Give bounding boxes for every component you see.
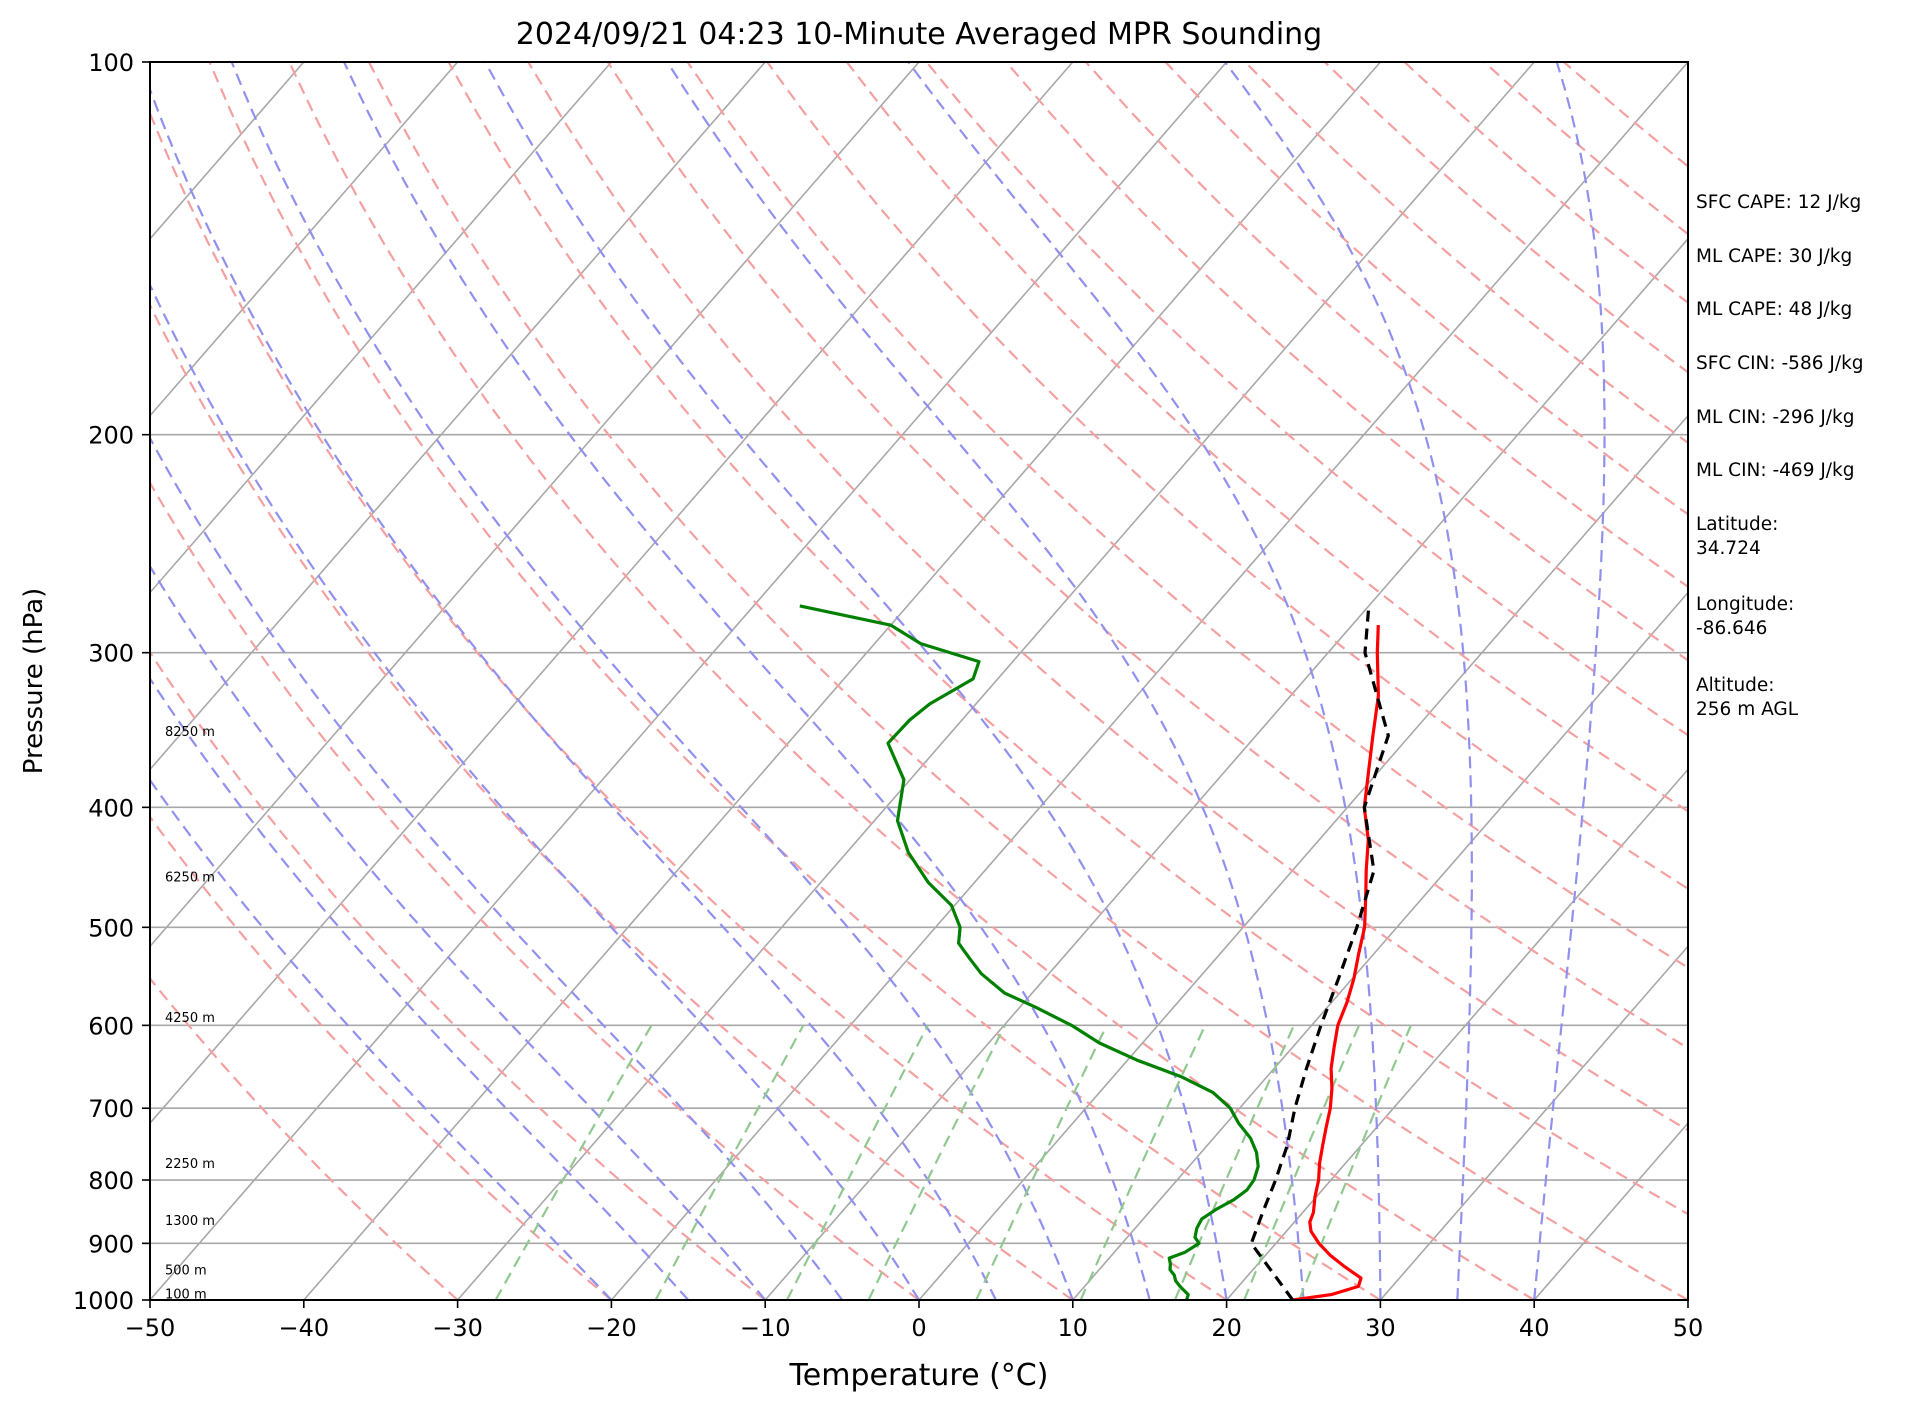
y-tick-label: 500 — [88, 914, 134, 942]
sfc-cin-text: SFC CIN: -586 J/kg — [1696, 353, 1864, 374]
x-tick-label: −20 — [586, 1314, 637, 1342]
isotherm-line — [150, 62, 766, 771]
dry-adiabat-line — [150, 302, 1074, 1300]
dewpoint-line — [799, 604, 1260, 1300]
moist-adiabat-line — [150, 778, 613, 1300]
isotherm-line — [150, 62, 459, 417]
y-axis-label: Pressure (hPa) — [19, 588, 49, 775]
x-tick-label: −10 — [740, 1314, 791, 1342]
ml-cin-2-text: ML CIN: -469 J/kg — [1696, 460, 1855, 481]
x-tick-label: 0 — [911, 1314, 926, 1342]
x-tick-label: 30 — [1365, 1314, 1396, 1342]
isotherm-line — [1072, 591, 1688, 1300]
mixing-ratio-line — [867, 1024, 1006, 1300]
mixing-ratio-line — [786, 1024, 929, 1300]
height-label: 6250 m — [165, 871, 215, 886]
y-tick-label: 300 — [88, 640, 134, 668]
dry-adiabat-line — [150, 110, 1228, 1300]
x-tick-label: 10 — [1058, 1314, 1089, 1342]
isotherm-line — [918, 414, 1688, 1300]
isotherm-line — [150, 62, 613, 594]
y-tick-label: 600 — [88, 1012, 134, 1040]
dry-adiabat-line — [1084, 62, 1688, 589]
moist-adiabat-line — [150, 564, 767, 1300]
longitude-text: Longitude: -86.646 — [1696, 594, 1795, 639]
isotherm-line — [150, 62, 920, 948]
moist-adiabat-line — [150, 676, 690, 1300]
ml-cin-text: ML CIN: -296 J/kg — [1696, 407, 1855, 428]
y-tick-label: 800 — [88, 1167, 134, 1195]
mixing-ratio-line — [1173, 1024, 1295, 1300]
temperature-line — [1292, 625, 1380, 1300]
x-tick-label: −40 — [278, 1314, 329, 1342]
dry-adiabat-line — [845, 62, 1688, 813]
dry-adiabat-line — [150, 815, 613, 1300]
height-label: 2250 m — [165, 1157, 215, 1172]
x-tick-label: 50 — [1673, 1314, 1704, 1342]
altitude-text: Altitude: 256 m AGL — [1696, 675, 1799, 720]
isotherm-line — [150, 62, 1074, 1125]
ml-cape-text: ML CAPE: 30 J/kg — [1696, 246, 1853, 267]
mixing-ratio-line — [975, 1024, 1108, 1300]
dry-adiabat-line — [686, 62, 1688, 969]
y-tick-label: 400 — [88, 794, 134, 822]
height-label: 100 m — [165, 1288, 207, 1303]
latitude-text: Latitude: 34.724 — [1696, 514, 1779, 559]
moist-adiabat-line — [343, 62, 1151, 1300]
parcel-line — [1249, 605, 1390, 1300]
dry-adiabat-line — [208, 62, 1381, 1300]
isotherm-line — [303, 62, 1382, 1300]
dry-adiabat-line — [527, 62, 1688, 1132]
dry-adiabat-line — [288, 62, 1535, 1300]
x-axis-label: Temperature (°C) — [789, 1358, 1049, 1393]
x-tick-label: −30 — [432, 1314, 483, 1342]
x-tick-label: −50 — [125, 1314, 176, 1342]
x-tick-label: 40 — [1519, 1314, 1550, 1342]
dry-adiabat-line — [367, 62, 1688, 1300]
dry-adiabat-line — [925, 62, 1688, 737]
height-label: 8250 m — [165, 725, 215, 740]
isotherm-line — [1225, 768, 1688, 1300]
isotherm-line — [456, 62, 1535, 1300]
moist-adiabat-line — [907, 62, 1382, 1300]
moist-adiabat-line — [150, 282, 920, 1300]
moist-adiabat-line — [150, 86, 997, 1300]
sfc-cape-text: SFC CAPE: 12 J/kg — [1696, 192, 1862, 213]
y-tick-label: 200 — [88, 422, 134, 450]
moist-adiabat-line — [1224, 62, 1473, 1300]
moist-adiabat-line — [484, 62, 1228, 1300]
y-tick-label: 1000 — [73, 1287, 134, 1315]
mixing-ratio-line — [1079, 1024, 1207, 1300]
height-label: 1300 m — [165, 1214, 215, 1229]
y-tick-label: 900 — [88, 1230, 134, 1258]
isotherm-line — [764, 237, 1688, 1300]
y-tick-label: 700 — [88, 1095, 134, 1123]
dry-adiabat-line — [447, 62, 1688, 1216]
height-label: 4250 m — [165, 1011, 215, 1026]
mixing-ratio-line — [1298, 1024, 1412, 1300]
dry-adiabat-line — [606, 62, 1688, 1050]
x-tick-label: 20 — [1211, 1314, 1242, 1342]
ml-cape-2-text: ML CAPE: 48 J/kg — [1696, 299, 1853, 320]
dry-adiabat-line — [150, 480, 920, 1300]
height-label: 500 m — [165, 1264, 207, 1279]
dry-adiabat-line — [150, 650, 766, 1300]
moist-adiabat-line — [1533, 62, 1606, 1300]
moist-adiabat-line — [666, 62, 1305, 1300]
isotherm-line — [150, 62, 1228, 1300]
mixing-ratio-line — [1243, 1024, 1361, 1300]
moist-adiabat-line — [230, 62, 1074, 1300]
isotherm-line — [1379, 945, 1688, 1300]
chart-title: 2024/09/21 04:23 10-Minute Averaged MPR … — [516, 17, 1322, 52]
y-tick-label: 100 — [88, 49, 134, 77]
isotherm-line — [610, 62, 1688, 1300]
mixing-ratio-line — [494, 1024, 653, 1300]
mixing-ratio-line — [654, 1024, 805, 1300]
moist-adiabat-line — [150, 435, 843, 1300]
